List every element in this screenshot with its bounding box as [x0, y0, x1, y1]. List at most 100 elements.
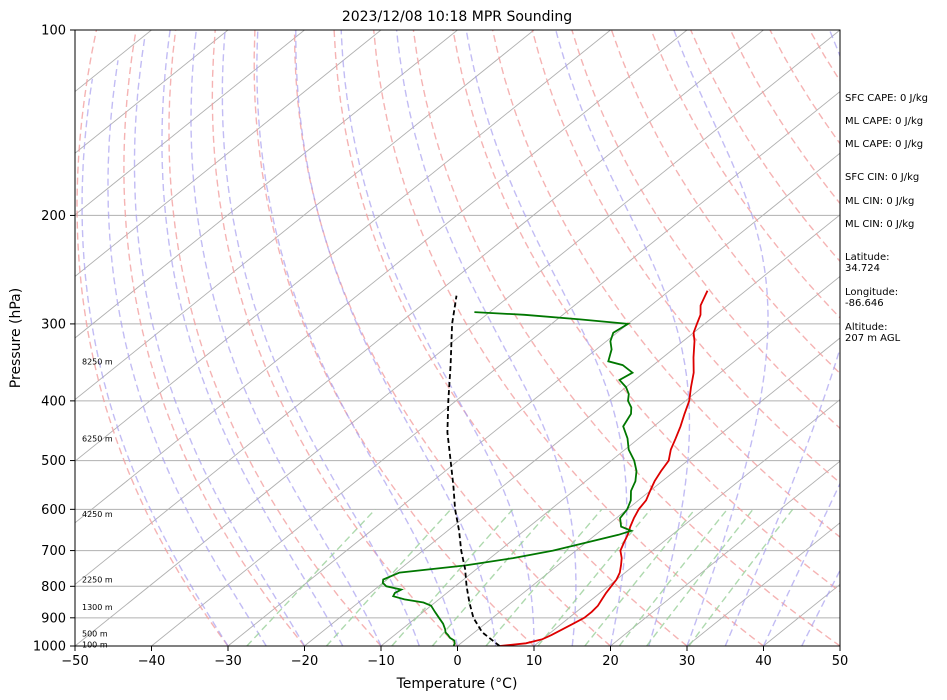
y-tick-label: 300 [41, 317, 66, 332]
longitude-value: -86.646 [845, 298, 884, 309]
x-tick-label: 50 [832, 654, 849, 669]
isotherm-line [686, 522, 840, 646]
moist-adiabat [340, 30, 535, 646]
isotherm-line [75, 30, 688, 524]
isotherm-line [75, 30, 229, 154]
x-axis-label: Temperature (°C) [396, 676, 518, 692]
x-tick-label: −40 [138, 654, 165, 669]
moist-adiabat [762, 481, 840, 646]
height-label: 2250 m [82, 576, 113, 585]
isotherm-line [75, 30, 764, 585]
moist-adiabat [221, 30, 420, 646]
sfc-cape-label: SFC CAPE: 0 J/kg [845, 93, 928, 104]
dry-adiabat [123, 30, 306, 646]
x-tick-label: 0 [453, 654, 461, 669]
isotherm-line [304, 214, 840, 646]
moist-adiabat [190, 30, 382, 646]
height-label: 1300 m [82, 603, 113, 612]
dry-adiabat [168, 30, 382, 646]
isotherm-line [75, 30, 305, 216]
isotherm-line [610, 460, 840, 646]
mixing-ratio-line [646, 508, 754, 646]
dry-adiabat [211, 30, 458, 646]
y-tick-label: 400 [41, 394, 66, 409]
height-label: 500 m [82, 630, 108, 639]
x-tick-label: −50 [61, 654, 88, 669]
dry-adiabat [253, 30, 535, 646]
altitude-value: 207 m AGL [845, 333, 901, 344]
ml-cape-label-2: ML CAPE: 0 J/kg [845, 139, 924, 150]
moist-adiabat [724, 30, 840, 646]
dry-adiabat [293, 30, 611, 646]
dry-adiabat [373, 30, 764, 646]
latitude-label: Latitude: [845, 252, 890, 263]
y-tick-label: 500 [41, 454, 66, 469]
x-tick-label: 20 [602, 654, 619, 669]
mixing-ratio-line [246, 508, 376, 646]
moist-adiabat [81, 78, 229, 646]
y-tick-label: 100 [41, 24, 66, 39]
isotherm-line [380, 275, 840, 646]
dry-adiabat [571, 30, 840, 430]
moist-adiabat [256, 30, 459, 646]
moist-adiabat [801, 568, 840, 646]
moist-adiabat [107, 60, 267, 646]
dry-adiabat [929, 30, 947, 646]
sfc-cin-label: SFC CIN: 0 J/kg [845, 172, 920, 183]
reference-lines [75, 30, 947, 646]
x-axis-ticks: −50 −40 −30 −20 −10 0 10 20 30 40 50 [61, 646, 848, 669]
isotherm-line [75, 30, 535, 401]
mixing-ratio-line [391, 508, 514, 646]
moist-adiabat [161, 30, 344, 646]
height-label: 4250 m [82, 510, 113, 519]
isotherm-line [533, 399, 840, 646]
height-label: 6250 m [82, 434, 113, 443]
moist-adiabat [465, 30, 628, 646]
x-tick-label: 10 [526, 654, 543, 669]
dry-adiabat [491, 30, 840, 539]
isotherm-line [75, 30, 840, 646]
x-tick-label: −10 [367, 654, 394, 669]
mixing-ratio-line [431, 508, 552, 646]
y-axis-ticks: 1000 900 800 700 600 500 400 300 200 100 [33, 24, 75, 655]
dry-adiabat [531, 30, 840, 484]
dry-adiabat [76, 30, 229, 646]
dry-adiabat [412, 30, 840, 646]
latitude-value: 34.724 [845, 263, 880, 274]
x-tick-label: −30 [214, 654, 241, 669]
y-tick-label: 600 [41, 503, 66, 518]
temperature-line [499, 290, 709, 646]
height-label: 8250 m [82, 357, 113, 366]
x-tick-label: −20 [291, 654, 318, 669]
y-tick-label: 700 [41, 544, 66, 559]
moist-adiabat [395, 30, 577, 646]
mixing-ratio-line [537, 508, 652, 646]
moist-adiabat [133, 35, 306, 646]
mixing-ratio-line [584, 508, 696, 646]
sounding-profiles [381, 290, 709, 646]
isotherm-line [75, 30, 382, 277]
moist-adiabat [555, 30, 691, 646]
chart-title: 2023/12/08 10:18 MPR Sounding [342, 9, 572, 25]
x-tick-label: 30 [679, 654, 696, 669]
moist-adiabat [295, 30, 497, 646]
ml-cape-label-1: ML CAPE: 0 J/kg [845, 116, 924, 127]
x-tick-label: 40 [755, 654, 772, 669]
isotherm-line [151, 91, 840, 646]
moist-adiabat [673, 30, 769, 646]
isotherm-line [227, 152, 840, 646]
dry-adiabat [333, 30, 688, 646]
y-tick-label: 900 [41, 611, 66, 626]
mixing-ratio-line [325, 508, 452, 646]
y-axis-label: Pressure (hPa) [8, 288, 24, 388]
mixing-ratio-line [688, 508, 794, 646]
y-tick-label: 800 [41, 580, 66, 595]
height-labels: 100 m 500 m 1300 m 2250 m 4250 m 6250 m 8250 m [82, 357, 113, 649]
mixing-ratio-line [485, 508, 603, 646]
dry-adiabat [452, 30, 840, 593]
dewpoint-line [381, 311, 638, 646]
ml-cin-label-2: ML CIN: 0 J/kg [845, 219, 915, 230]
longitude-label: Longitude: [845, 287, 899, 298]
ml-cin-label-1: ML CIN: 0 J/kg [845, 196, 915, 207]
